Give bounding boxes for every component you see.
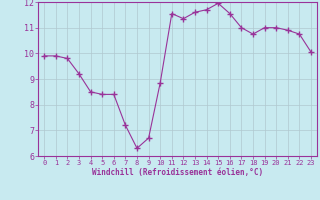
X-axis label: Windchill (Refroidissement éolien,°C): Windchill (Refroidissement éolien,°C) (92, 168, 263, 177)
